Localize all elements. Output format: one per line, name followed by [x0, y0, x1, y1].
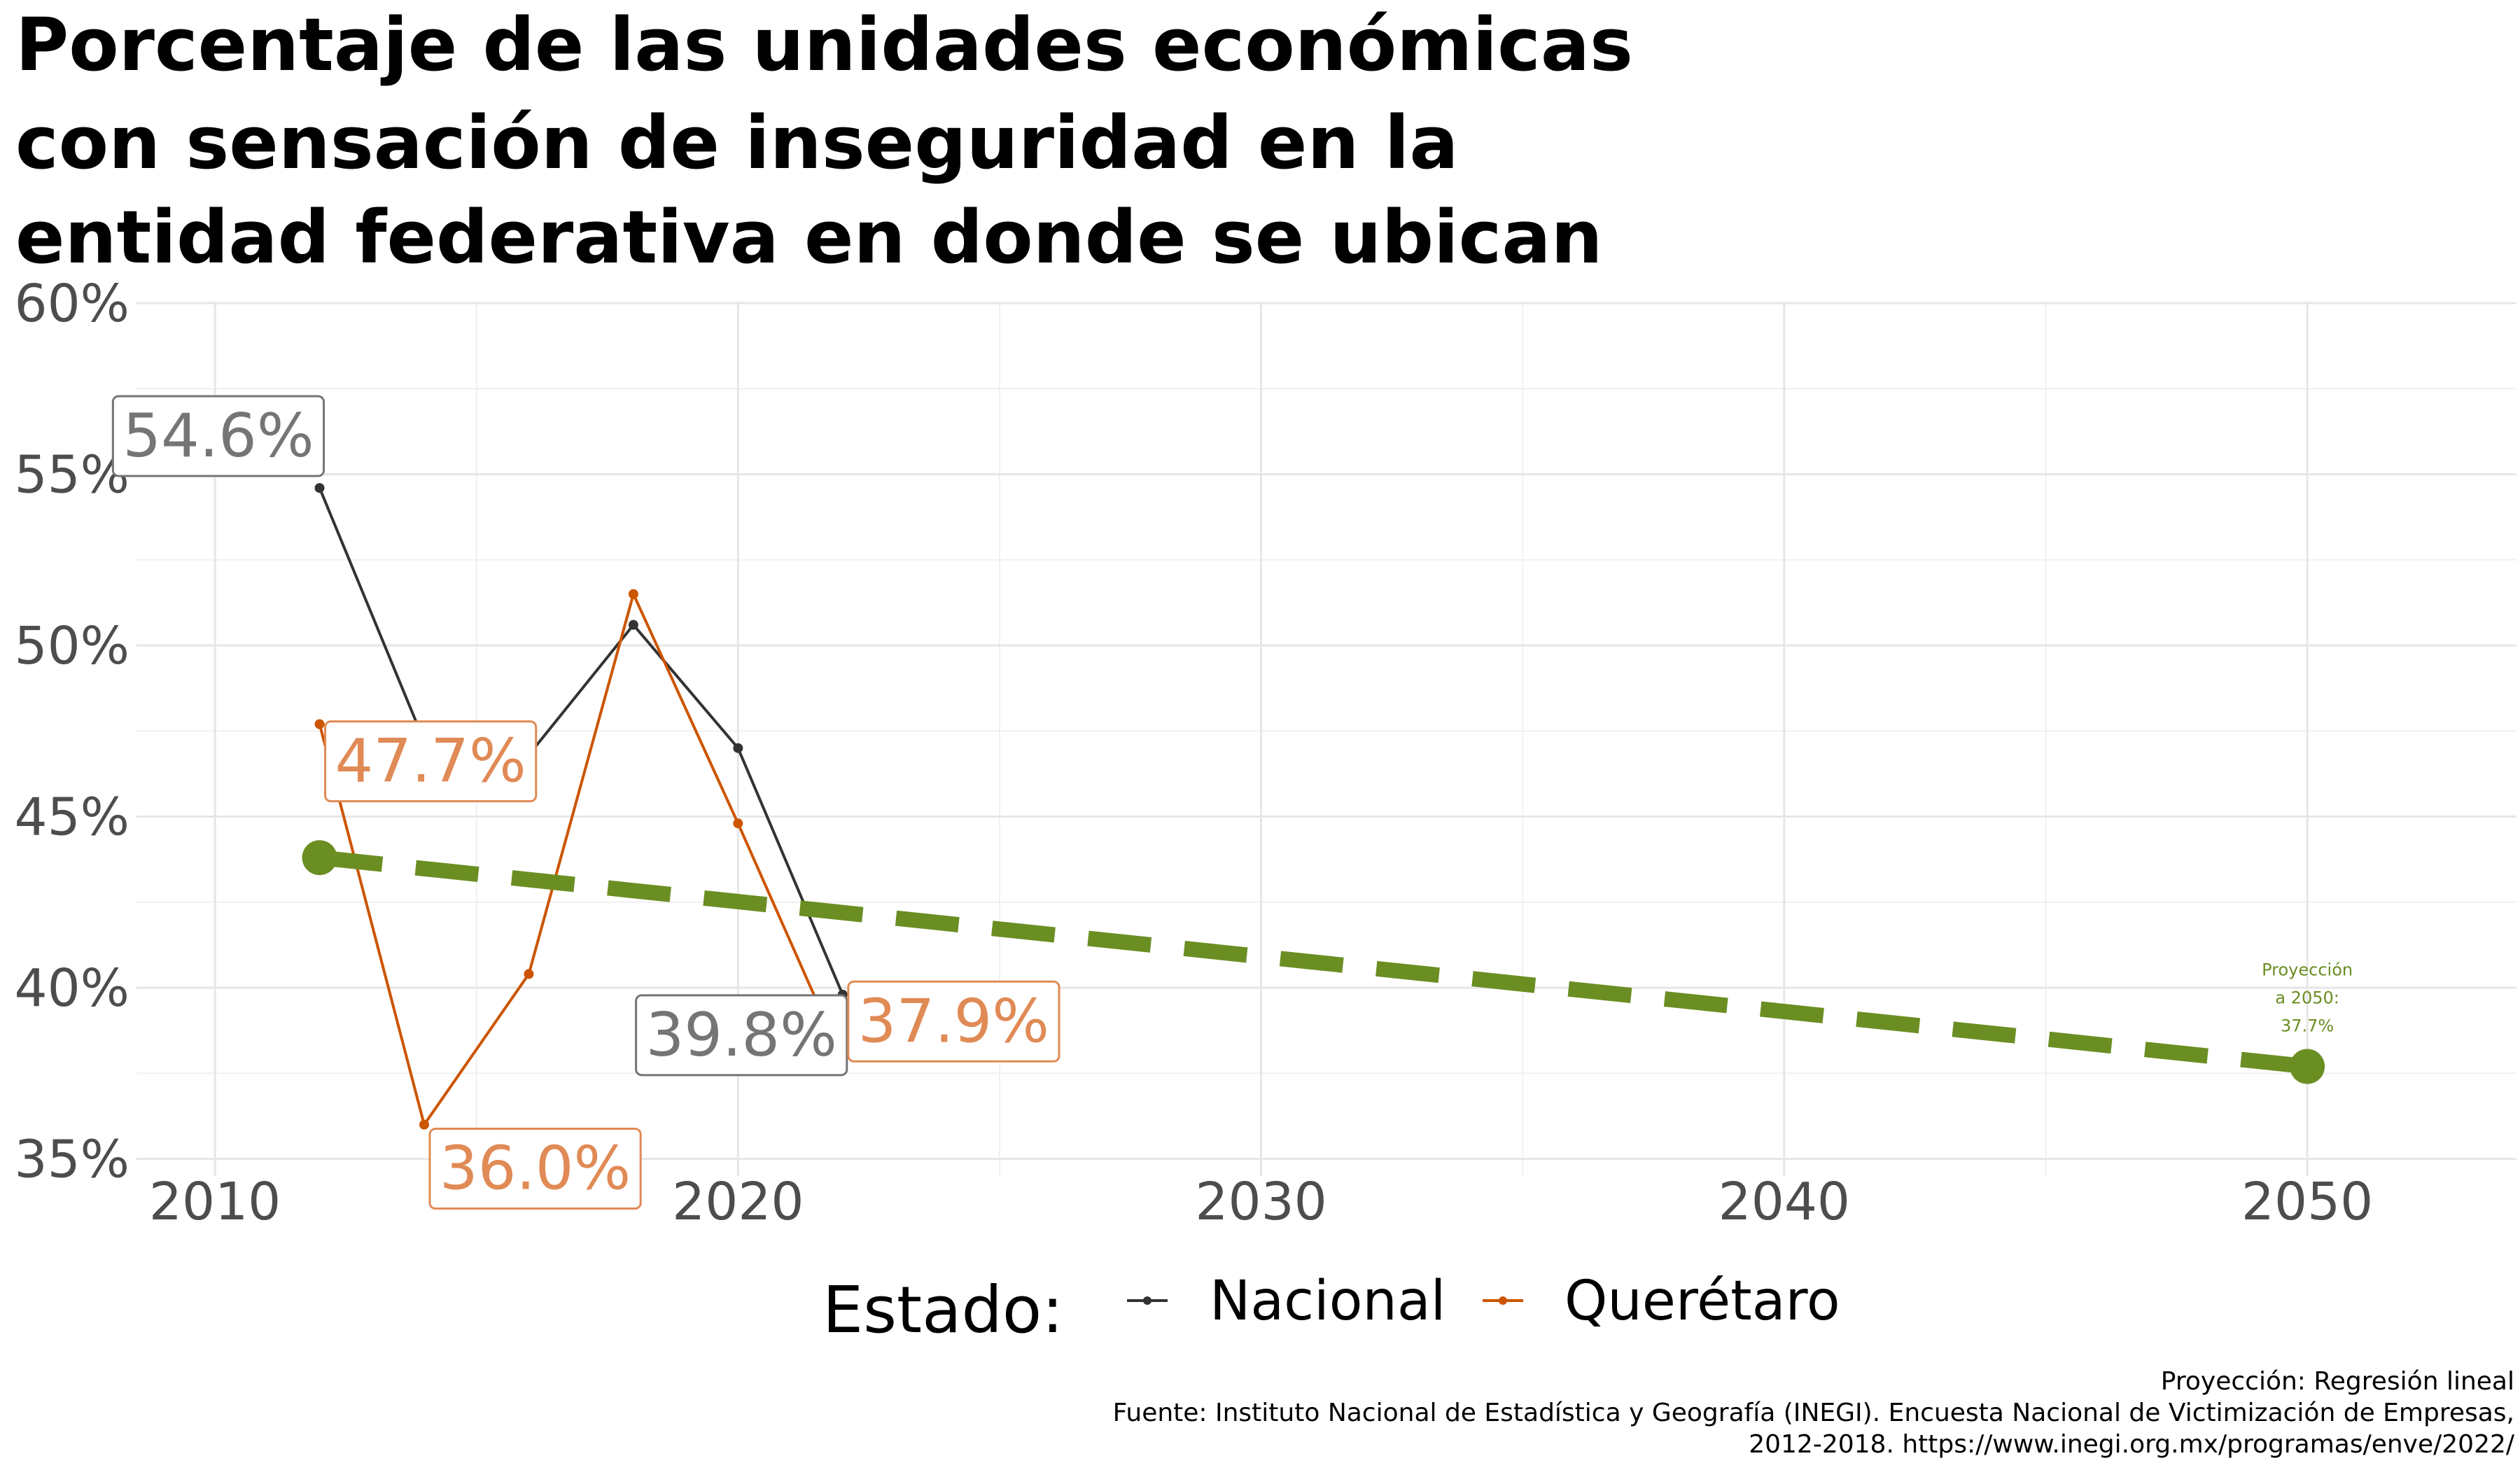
point-queretaro-2014	[419, 1119, 429, 1130]
data-label-queretaro-2022: 37.9%	[847, 980, 1060, 1063]
title-line-2: con sensación de inseguridad en la	[15, 100, 1459, 186]
y-tick-label-60: 60%	[15, 274, 130, 334]
data-label-queretaro-2014: 36.0%	[428, 1128, 642, 1210]
series-line-nacional	[318, 487, 844, 995]
series-line-queretaro	[318, 592, 844, 1126]
chart-title: Porcentaje de las unidades económicas co…	[15, 2, 1633, 280]
x-tick-label-2050: 2050	[2241, 1172, 2373, 1232]
legend-item-queretaro: Querétaro	[1483, 1270, 1840, 1333]
caption-line-2: Fuente: Instituto Nacional de Estadístic…	[1113, 1399, 2514, 1427]
data-label-box	[847, 980, 1060, 1063]
x-tick-label-2020: 2020	[672, 1172, 804, 1232]
point-nacional-2020	[733, 743, 743, 753]
point-nacional-2018	[628, 620, 638, 630]
data-label-text: 54.6%	[122, 401, 314, 471]
data-label-queretaro-2012: 47.7%	[324, 720, 538, 803]
point-queretaro-2016	[524, 969, 534, 979]
y-tick-label-40: 40%	[15, 958, 130, 1018]
y-tick-label-55: 55%	[15, 445, 130, 505]
y-tick-label-35: 35%	[15, 1130, 130, 1190]
point-queretaro-2020	[733, 818, 743, 829]
caption: Proyección: Regresión lineal Fuente: Ins…	[1113, 1367, 2515, 1459]
x-tick-label-2040: 2040	[1718, 1172, 1850, 1232]
data-label-text: 37.9%	[858, 986, 1049, 1056]
legend-key-queretaro-point	[1499, 1296, 1507, 1305]
series-points	[302, 483, 2325, 1130]
legend: Estado: Nacional Querétaro	[822, 1270, 1840, 1348]
data-label-text: 47.7%	[335, 727, 526, 797]
point-queretaro-2018	[628, 589, 638, 599]
data-label-box	[635, 994, 848, 1077]
data-label-nacional-2022: 39.8%	[635, 994, 848, 1077]
legend-key-nacional-point	[1143, 1296, 1152, 1305]
y-tick-label-45: 45%	[15, 788, 130, 848]
point-nacional-2012	[314, 483, 325, 493]
y-axis-tick-labels: 35% 40% 45% 50% 55% 60%	[15, 274, 130, 1190]
y-tick-label-50: 50%	[15, 616, 130, 676]
grid-minor	[136, 303, 2516, 1176]
title-line-1: Porcentaje de las unidades económicas	[15, 2, 1633, 88]
projection-dashed-line	[318, 850, 2309, 1074]
legend-item-nacional: Nacional	[1127, 1270, 1446, 1333]
projection-annotation-line-3: 37.7%	[2281, 1016, 2334, 1036]
x-axis-tick-labels: 2010 2020 2030 2040 2050	[149, 1172, 2373, 1232]
data-labels: 54.6% 39.8% 47.7% 36.0% 37.9%	[111, 395, 1060, 1210]
data-label-box	[111, 395, 326, 477]
data-label-box	[428, 1128, 642, 1210]
x-tick-label-2010: 2010	[149, 1172, 281, 1232]
title-line-3: entidad federativa en donde se ubican	[15, 195, 1603, 280]
point-queretaro-2012	[314, 719, 325, 729]
projection-end-point	[2290, 1049, 2325, 1084]
data-label-box	[324, 720, 538, 803]
projection-annotation: Proyección a 2050: 37.7%	[2262, 960, 2353, 1036]
projection-annotation-line-2: a 2050:	[2275, 988, 2339, 1008]
legend-title: Estado:	[822, 1273, 1063, 1348]
projection-line	[318, 850, 2309, 1074]
caption-line-3: 2012-2018. https://www.inegi.org.mx/prog…	[1749, 1430, 2515, 1459]
data-label-text: 36.0%	[440, 1134, 631, 1204]
series-lines	[318, 487, 844, 1126]
legend-label-nacional: Nacional	[1210, 1270, 1446, 1333]
projection-annotation-line-1: Proyección	[2262, 960, 2353, 980]
caption-line-1: Proyección: Regresión lineal	[2161, 1367, 2514, 1396]
data-label-nacional-2012: 54.6%	[111, 395, 326, 477]
projection-start-point	[302, 840, 337, 876]
data-label-text: 39.8%	[646, 1000, 837, 1070]
x-tick-label-2030: 2030	[1195, 1172, 1326, 1232]
legend-label-queretaro: Querétaro	[1564, 1270, 1840, 1333]
